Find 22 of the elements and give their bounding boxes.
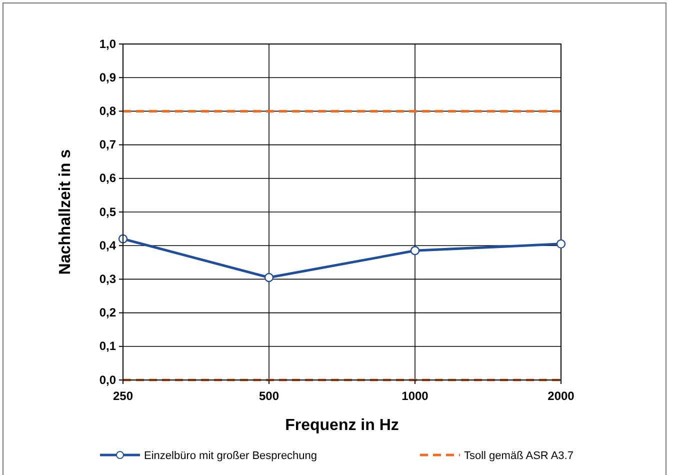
y-tick-label: 0,0 (99, 372, 116, 387)
y-tick-label: 0,4 (99, 238, 116, 252)
point (264, 272, 274, 282)
point (410, 246, 420, 256)
y-tick-label: 0,1 (99, 339, 116, 354)
x-axis-title: Frequenz in Hz (285, 417, 399, 434)
y-tick-label: 0,2 (99, 306, 116, 320)
x-tick-label: 1000 (402, 389, 429, 404)
x-tick-label: 2000 (548, 389, 575, 404)
y-tick-label: 0,6 (99, 171, 116, 186)
y-tick-label: 0,8 (99, 104, 116, 118)
point (556, 239, 566, 249)
legend-label: Tsoll gemäß ASR A3.7 (464, 450, 574, 462)
legend-label: Einzelbüro mit großer Besprechung (144, 450, 318, 462)
y-tick-label: 0,5 (99, 204, 116, 219)
y-tick-label: 0,7 (99, 138, 116, 152)
y-axis-title: Nachhallzeit in s (57, 149, 74, 275)
y-tick-label: 1,0 (99, 36, 116, 51)
y-tick-label: 0,3 (99, 272, 116, 286)
x-tick-label: 500 (258, 389, 280, 404)
x-tick-label: 250 (112, 389, 134, 404)
y-tick-label: 0,9 (99, 70, 116, 84)
